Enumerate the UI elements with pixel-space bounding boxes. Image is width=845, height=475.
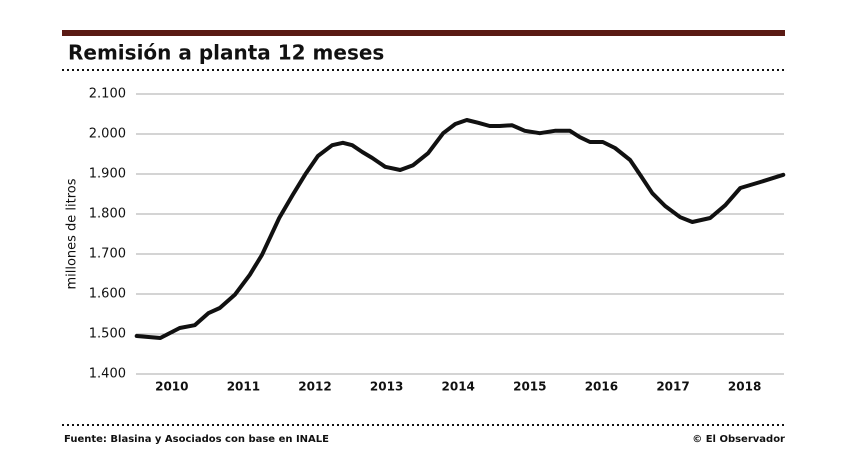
y-tick-label: 1.900 <box>89 167 126 182</box>
source: Fuente: Blasina y Asociados con base en … <box>64 434 329 445</box>
x-tick-label: 2011 <box>227 380 260 394</box>
x-tick-label: 2013 <box>370 380 403 394</box>
y-tick-label: 2.000 <box>89 127 126 142</box>
y-tick-label: 1.500 <box>89 327 126 342</box>
y-tick-label: 1.700 <box>89 247 126 262</box>
title-bar <box>62 30 785 36</box>
credit: © El Observador <box>692 434 785 445</box>
y-tick-label: 1.600 <box>89 287 126 302</box>
chart-title: Remisión a planta 12 meses <box>68 41 384 65</box>
x-tick-label: 2012 <box>298 380 331 394</box>
y-tick-label: 1.400 <box>89 367 126 382</box>
x-tick-label: 2016 <box>585 380 618 394</box>
data-line <box>134 118 786 340</box>
x-tick-label: 2018 <box>728 380 761 394</box>
y-axis-label: millones de litros <box>65 178 80 289</box>
x-tick-label: 2010 <box>155 380 188 394</box>
x-tick-label: 2015 <box>513 380 546 394</box>
y-tick-label: 1.800 <box>89 207 126 222</box>
x-tick-label: 2017 <box>656 380 689 394</box>
x-tick-label: 2014 <box>442 380 475 394</box>
y-tick-label: 2.100 <box>89 87 126 102</box>
